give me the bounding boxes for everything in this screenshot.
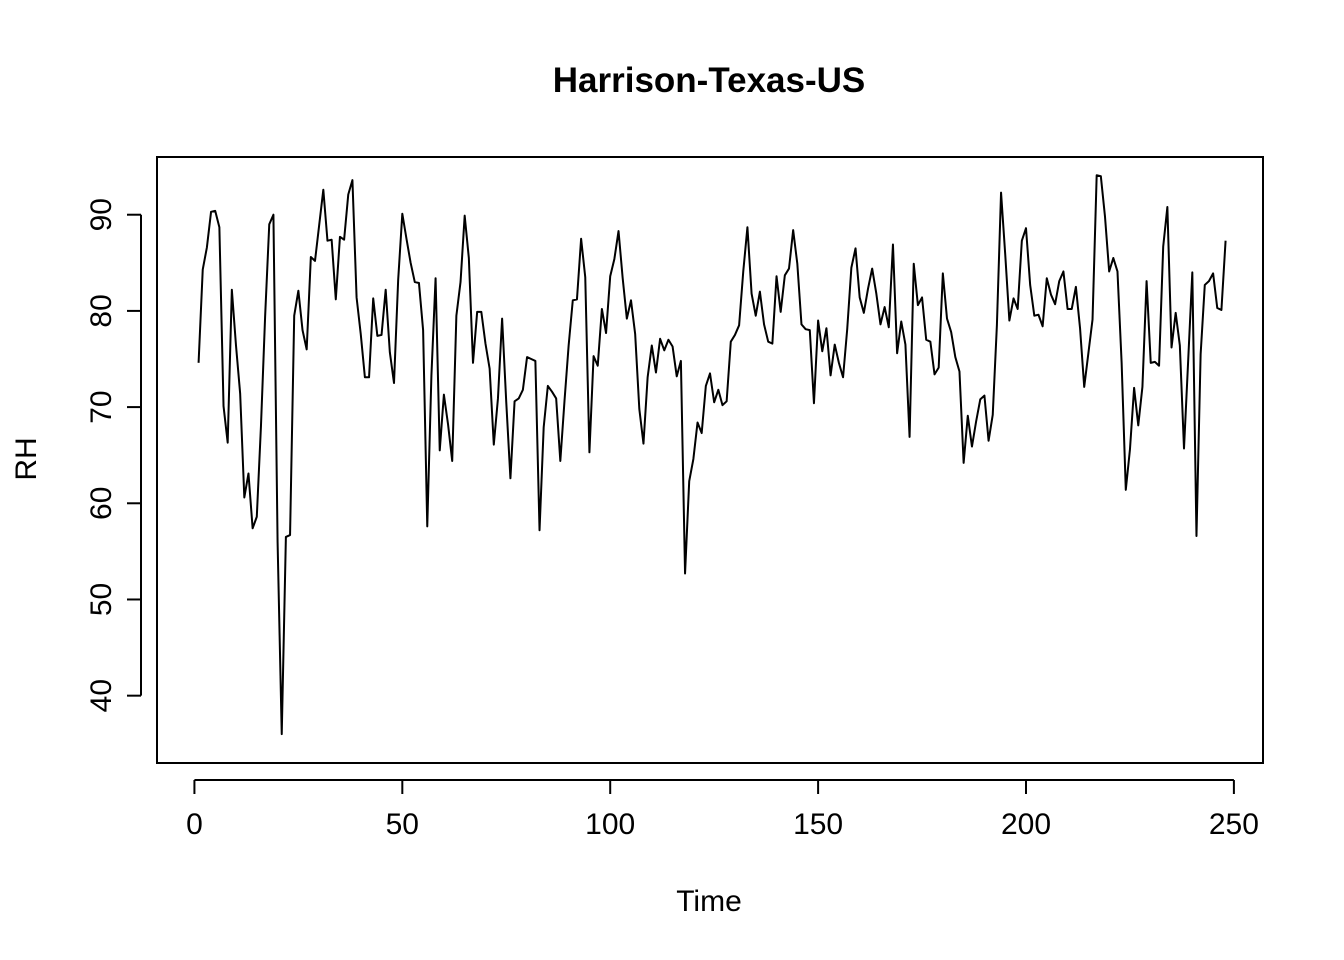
x-tick-label: 150 (793, 808, 843, 841)
x-tick-label: 50 (386, 808, 419, 841)
x-tick-label: 100 (585, 808, 635, 841)
x-axis: 0 50 100 150 200 250 (186, 779, 1259, 841)
y-tick-label: 80 (85, 294, 118, 327)
y-tick-label: 70 (85, 390, 118, 423)
y-axis-label: RH (10, 437, 43, 480)
plot-frame (156, 156, 1264, 764)
x-tick-label: 200 (1001, 808, 1051, 841)
y-tick-label: 40 (85, 679, 118, 712)
y-tick-label: 50 (85, 583, 118, 616)
chart-title: Harrison-Texas-US (553, 61, 866, 100)
y-tick-label: 90 (85, 198, 118, 231)
series-line-rh (197, 174, 1227, 736)
x-axis-label: Time (676, 885, 742, 918)
x-tick-label: 250 (1209, 808, 1259, 841)
y-axis: 40 50 60 70 80 90 (85, 198, 142, 712)
y-tick-label: 60 (85, 487, 118, 520)
x-tick-label: 0 (186, 808, 203, 841)
